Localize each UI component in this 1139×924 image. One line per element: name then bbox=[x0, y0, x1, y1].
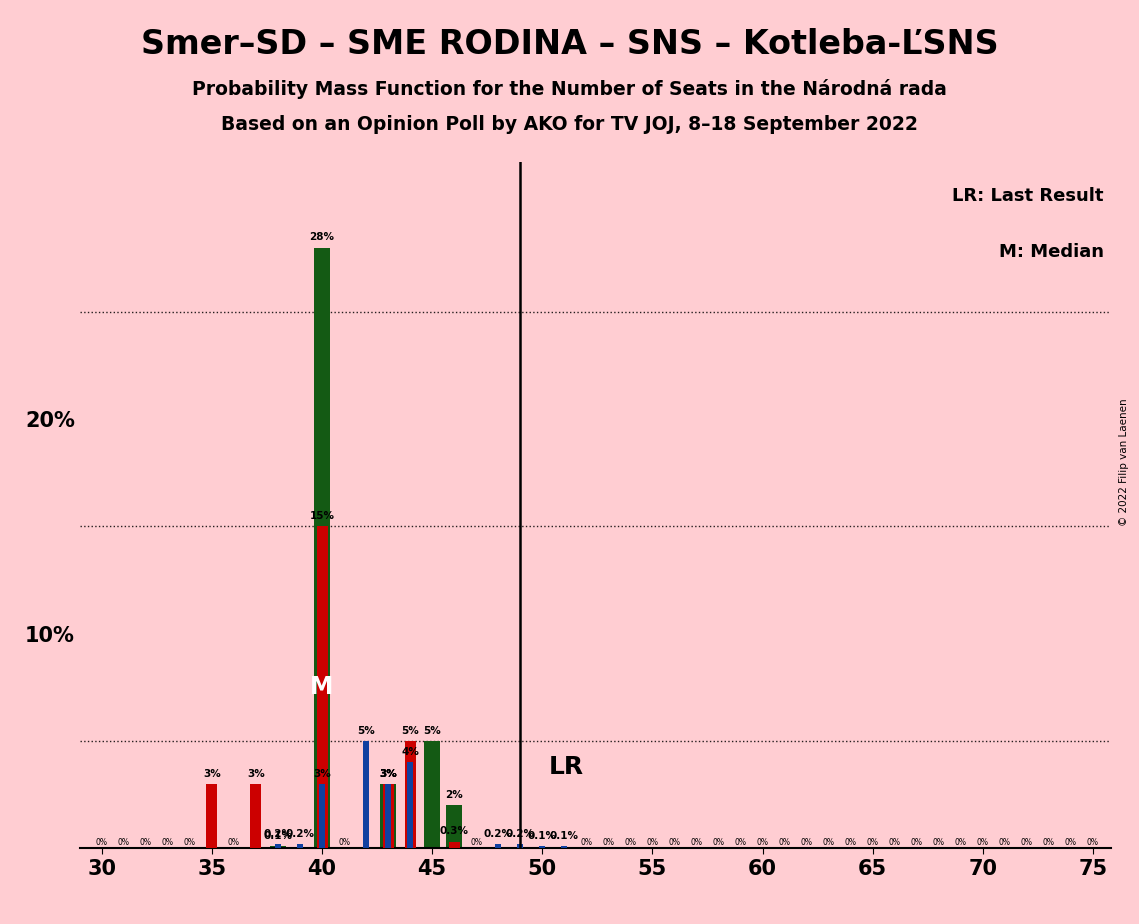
Text: 0%: 0% bbox=[801, 838, 812, 847]
Text: 3%: 3% bbox=[313, 769, 331, 779]
Text: 0.2%: 0.2% bbox=[484, 829, 513, 839]
Bar bbox=[495, 844, 501, 848]
Bar bbox=[313, 248, 330, 848]
Text: Probability Mass Function for the Number of Seats in the Národná rada: Probability Mass Function for the Number… bbox=[192, 79, 947, 99]
Bar bbox=[251, 784, 262, 848]
Text: 0%: 0% bbox=[183, 838, 196, 847]
Text: 3%: 3% bbox=[379, 769, 398, 779]
Bar bbox=[363, 741, 369, 848]
Text: 0%: 0% bbox=[954, 838, 967, 847]
Text: 0.2%: 0.2% bbox=[286, 829, 314, 839]
Text: 0%: 0% bbox=[911, 838, 923, 847]
Bar bbox=[297, 844, 303, 848]
Text: 0%: 0% bbox=[735, 838, 746, 847]
Text: M: M bbox=[310, 675, 334, 699]
Bar bbox=[319, 784, 325, 848]
Bar bbox=[445, 806, 462, 848]
Text: 0%: 0% bbox=[779, 838, 790, 847]
Text: 0%: 0% bbox=[603, 838, 614, 847]
Text: 28%: 28% bbox=[310, 232, 335, 242]
Text: 0%: 0% bbox=[690, 838, 703, 847]
Text: 0%: 0% bbox=[933, 838, 944, 847]
Bar bbox=[270, 846, 286, 848]
Text: 0%: 0% bbox=[117, 838, 130, 847]
Text: 0%: 0% bbox=[756, 838, 769, 847]
Text: 0%: 0% bbox=[867, 838, 878, 847]
Text: 0%: 0% bbox=[888, 838, 901, 847]
Text: 4%: 4% bbox=[401, 747, 419, 757]
Text: 3%: 3% bbox=[379, 769, 398, 779]
Text: 5%: 5% bbox=[358, 725, 375, 736]
Bar bbox=[539, 846, 546, 848]
Text: 0%: 0% bbox=[822, 838, 835, 847]
Bar bbox=[562, 846, 567, 848]
Text: Based on an Opinion Poll by AKO for TV JOJ, 8–18 September 2022: Based on an Opinion Poll by AKO for TV J… bbox=[221, 115, 918, 134]
Text: Smer–SD – SME RODINA – SNS – Kotleba-ĽSNS: Smer–SD – SME RODINA – SNS – Kotleba-ĽSN… bbox=[141, 28, 998, 61]
Text: © 2022 Filip van Laenen: © 2022 Filip van Laenen bbox=[1120, 398, 1129, 526]
Text: 0%: 0% bbox=[624, 838, 637, 847]
Text: 0.1%: 0.1% bbox=[263, 831, 293, 841]
Bar bbox=[274, 844, 281, 848]
Text: 3%: 3% bbox=[203, 769, 221, 779]
Text: 0%: 0% bbox=[1065, 838, 1076, 847]
Bar bbox=[407, 762, 413, 848]
Text: 0%: 0% bbox=[713, 838, 724, 847]
Text: 0%: 0% bbox=[845, 838, 857, 847]
Text: 3%: 3% bbox=[247, 769, 264, 779]
Text: 5%: 5% bbox=[401, 725, 419, 736]
Text: M: Median: M: Median bbox=[999, 243, 1104, 261]
Text: 0%: 0% bbox=[228, 838, 240, 847]
Text: 5%: 5% bbox=[424, 725, 441, 736]
Bar bbox=[379, 784, 396, 848]
Bar bbox=[383, 784, 394, 848]
Bar bbox=[517, 844, 523, 848]
Text: LR: LR bbox=[549, 755, 584, 779]
Text: 0.3%: 0.3% bbox=[440, 826, 468, 836]
Text: 0.1%: 0.1% bbox=[550, 831, 579, 841]
Text: 0%: 0% bbox=[162, 838, 174, 847]
Text: 0.2%: 0.2% bbox=[506, 829, 534, 839]
Bar bbox=[206, 784, 218, 848]
Text: 0%: 0% bbox=[999, 838, 1010, 847]
Bar bbox=[385, 784, 391, 848]
Bar bbox=[404, 741, 416, 848]
Bar bbox=[317, 527, 328, 848]
Text: 0.1%: 0.1% bbox=[527, 831, 557, 841]
Text: 0%: 0% bbox=[647, 838, 658, 847]
Text: 0%: 0% bbox=[1021, 838, 1033, 847]
Text: 0%: 0% bbox=[1043, 838, 1055, 847]
Bar bbox=[449, 842, 460, 848]
Text: 0%: 0% bbox=[96, 838, 108, 847]
Text: 2%: 2% bbox=[445, 790, 464, 800]
Bar bbox=[424, 741, 441, 848]
Text: 0%: 0% bbox=[977, 838, 989, 847]
Text: LR: Last Result: LR: Last Result bbox=[952, 188, 1104, 205]
Text: 3%: 3% bbox=[379, 769, 398, 779]
Text: 0%: 0% bbox=[470, 838, 482, 847]
Text: 0%: 0% bbox=[1087, 838, 1099, 847]
Text: 15%: 15% bbox=[310, 511, 335, 521]
Text: 0%: 0% bbox=[580, 838, 592, 847]
Text: 0%: 0% bbox=[669, 838, 680, 847]
Text: 0%: 0% bbox=[140, 838, 151, 847]
Text: 0.2%: 0.2% bbox=[263, 829, 293, 839]
Text: 0%: 0% bbox=[338, 838, 350, 847]
